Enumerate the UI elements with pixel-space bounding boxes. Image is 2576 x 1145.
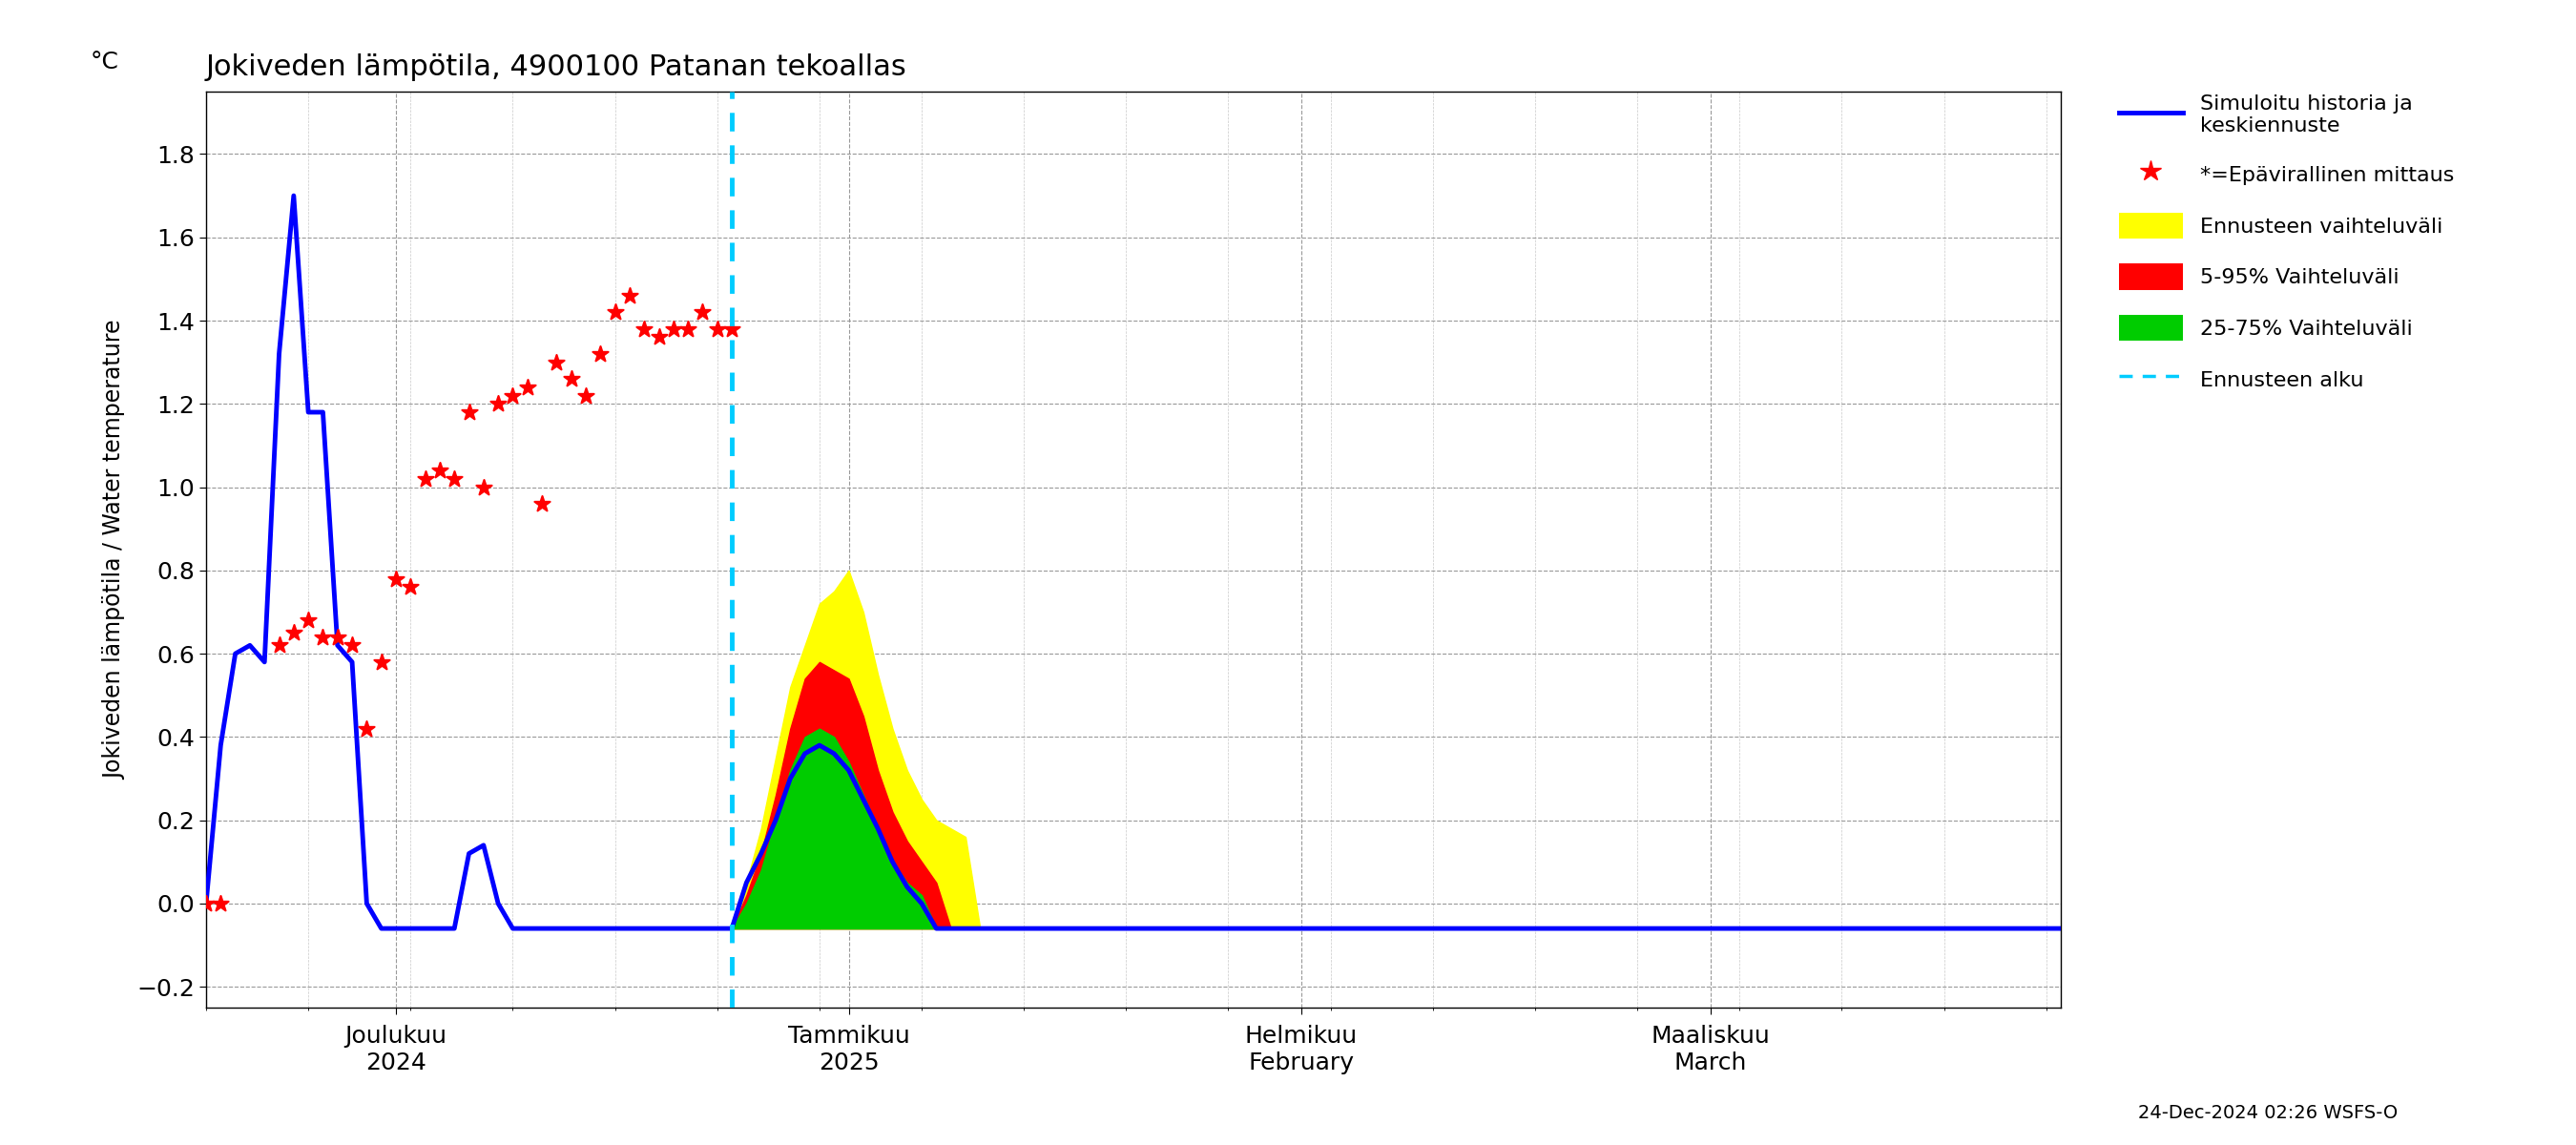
Point [564, 386, 605, 404]
Point [507, 378, 549, 396]
Point [389, 578, 430, 597]
Point [404, 469, 446, 488]
Point [289, 611, 330, 630]
Point [639, 329, 680, 347]
Text: °C: °C [90, 50, 118, 73]
Y-axis label: Jokiveden lämpötila / Water temperature: Jokiveden lämpötila / Water temperature [103, 319, 126, 780]
Text: Jokiveden lämpötila, 4900100 Patanan tekoallas: Jokiveden lämpötila, 4900100 Patanan tek… [206, 54, 907, 81]
Point [376, 569, 417, 587]
Point [623, 319, 665, 338]
Point [433, 469, 474, 488]
Point [273, 624, 314, 642]
Point [477, 395, 518, 413]
Point [448, 403, 489, 421]
Point [595, 303, 636, 322]
Point [652, 319, 693, 338]
Point [580, 345, 621, 363]
Point [520, 495, 562, 513]
Point [608, 286, 649, 305]
Text: 24-Dec-2024 02:26 WSFS-O: 24-Dec-2024 02:26 WSFS-O [2138, 1104, 2398, 1122]
Point [667, 319, 708, 338]
Point [536, 353, 577, 371]
Point [345, 719, 386, 737]
Point [185, 894, 227, 913]
Point [492, 386, 533, 404]
Point [683, 303, 724, 322]
Point [317, 627, 358, 646]
Point [258, 637, 299, 655]
Point [361, 653, 402, 671]
Point [420, 461, 461, 480]
Point [332, 637, 374, 655]
Point [201, 894, 242, 913]
Point [696, 319, 737, 338]
Point [711, 319, 752, 338]
Point [551, 370, 592, 388]
Legend: Simuloitu historia ja
keskiennuste, *=Epävirallinen mittaus, Ennusteen vaihteluv: Simuloitu historia ja keskiennuste, *=Ep… [2110, 84, 2465, 403]
Point [464, 477, 505, 496]
Point [301, 627, 343, 646]
